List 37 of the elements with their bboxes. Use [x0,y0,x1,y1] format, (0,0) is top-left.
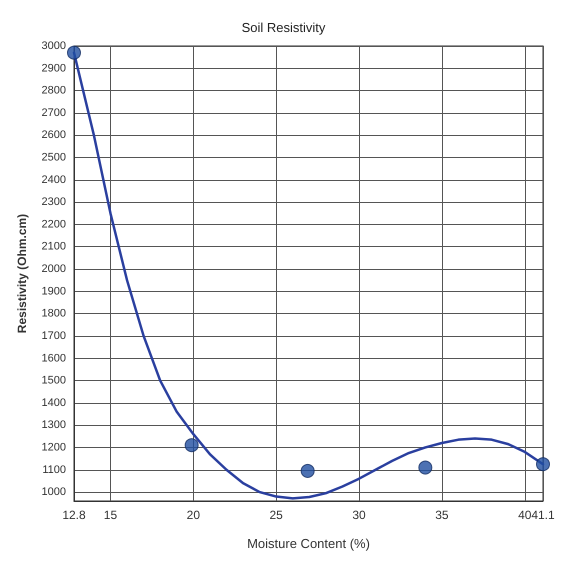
y-tick-label: 2200 [42,218,66,230]
x-tick-label: 41.1 [531,508,555,522]
x-tick-label: 25 [270,508,284,522]
y-tick-label: 1200 [42,441,66,454]
y-tick-label: 2800 [42,84,66,97]
x-tick-label: 35 [435,508,449,522]
y-tick-label: 3000 [42,40,66,52]
y-tick-label: 1600 [42,352,66,364]
x-tick-label: 40 [518,508,532,522]
point [418,460,432,475]
point [184,438,199,452]
y-tick-label: 2700 [42,106,66,119]
point [67,46,81,60]
y-tick-label: 2100 [42,240,66,253]
y-axis-title: Resistivity (Ohm.cm) [15,214,29,334]
y-tick-label: 1800 [42,308,66,320]
y-tick-label: 1400 [42,396,66,409]
y-tick-label: 2600 [42,129,66,142]
y-tick-label: 1500 [42,374,66,387]
y-tick-label: 1100 [42,464,66,476]
chart-title: Soil Resistivity [242,20,326,35]
y-tick-label: 2000 [42,263,66,276]
y-tick-label: 1700 [42,330,66,342]
y-tick-label: 2300 [42,196,66,208]
y-tick-label: 2400 [42,174,66,186]
point [536,457,550,472]
x-tick-label: 20 [186,508,200,522]
x-tick-label: 15 [104,508,118,522]
y-tick-label: 2900 [42,62,66,74]
y-tick-label: 1900 [42,285,66,298]
y-tick-label: 1300 [42,419,66,432]
x-tick-label: 12.8 [62,508,86,522]
y-tick-label: 2500 [42,152,66,164]
point [300,464,315,478]
x-axis-title: Moisture Content (%) [247,536,370,551]
y-tick-label: 1000 [42,486,66,498]
x-tick-label: 30 [352,508,366,522]
